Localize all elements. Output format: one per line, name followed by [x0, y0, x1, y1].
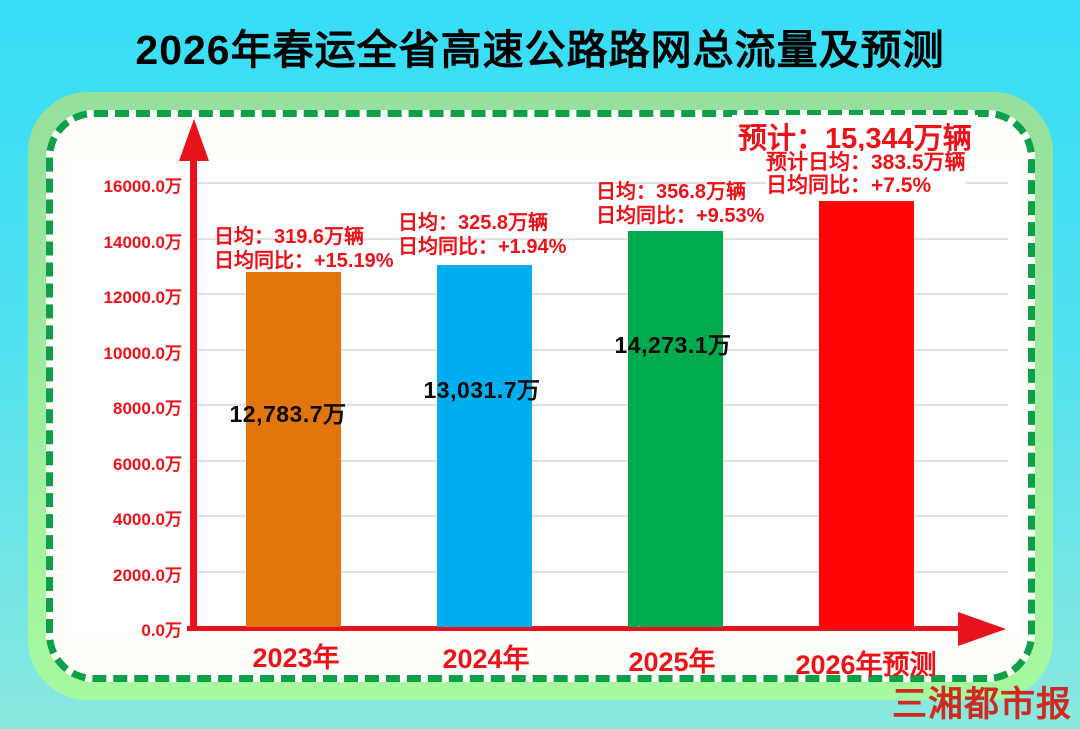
y-tick-label-4000: 4000.0万	[113, 510, 182, 529]
annotation-2026-forecast-total: 预计：15,344万辆	[732, 115, 978, 157]
y-tick-label-2000: 2000.0万	[113, 565, 182, 585]
annotation-2025-yoy: 日均同比：+9.53%	[596, 205, 765, 227]
y-tick-label-10000: 10000.0万	[103, 343, 182, 363]
x-tick-2025: 2025年	[628, 647, 716, 677]
annotation-2024-daily: 日均：325.8万辆	[398, 212, 549, 234]
bar-value-label-2024: 13,031.7万	[423, 377, 541, 403]
page-title: 2026年春运全省高速公路路网总流量及预测	[135, 27, 945, 73]
y-axis-arrow-icon	[179, 119, 209, 161]
plot-area	[196, 183, 1008, 627]
annotation-2024-yoy: 日均同比：+1.94%	[398, 236, 567, 258]
x-axis-arrow-icon	[958, 612, 1006, 646]
annotation-2023: 日均：319.6万辆 日均同比：+15.19%	[214, 225, 394, 273]
gridline-2000	[196, 570, 1008, 573]
annotation-2025-daily: 日均：356.8万辆	[596, 181, 747, 203]
x-tick-2026: 2026年预测	[795, 650, 937, 680]
y-tick-label-16000: 16000.0万	[103, 177, 182, 196]
x-axis-line	[187, 626, 962, 631]
x-tick-2023: 2023年	[252, 643, 340, 673]
annotation-2026-detail: 预计日均：383.5万辆 日均同比：+7.5%	[766, 151, 966, 197]
y-tick-label-0: 0.0万	[141, 621, 182, 640]
annotation-2026-yoy: 日均同比：+7.5%	[766, 174, 932, 197]
annotation-2024: 日均：325.8万辆 日均同比：+1.94%	[398, 211, 566, 259]
gridline-10000	[196, 348, 1008, 351]
gridline-6000	[196, 459, 1008, 462]
y-tick-label-6000: 6000.0万	[113, 454, 182, 474]
newspaper-logo: 三湘都市报	[891, 685, 1072, 724]
bar-2024	[437, 265, 532, 627]
bar-2026	[819, 201, 914, 627]
x-tick-2024: 2024年	[442, 644, 530, 674]
annotation-2025: 日均：356.8万辆 日均同比：+9.53%	[596, 180, 764, 228]
bar-2025	[628, 231, 723, 627]
y-tick-label-14000: 14000.0万	[103, 232, 182, 252]
annotation-2023-daily: 日均：319.6万辆	[214, 226, 365, 248]
annotation-2023-yoy: 日均同比：+15.19%	[214, 250, 394, 272]
gridline-12000	[196, 293, 1008, 295]
gridline-16000	[196, 182, 1008, 184]
gridline-4000	[196, 515, 1008, 517]
bar-value-label-2023: 12,783.7万	[229, 401, 347, 427]
y-tick-label-12000: 12000.0万	[103, 288, 182, 307]
bar-2023	[246, 272, 341, 627]
y-tick-label-8000: 8000.0万	[113, 399, 182, 418]
annotation-2026-daily: 预计日均：383.5万辆	[766, 151, 966, 174]
gridline-8000	[196, 404, 1008, 406]
gridline-14000	[196, 237, 1008, 240]
y-axis-line	[190, 150, 197, 631]
bar-value-label-2025: 14,273.1万	[614, 332, 732, 358]
